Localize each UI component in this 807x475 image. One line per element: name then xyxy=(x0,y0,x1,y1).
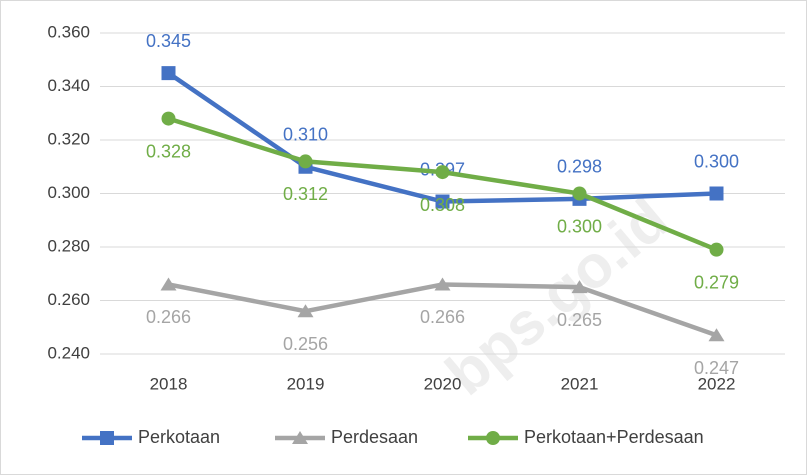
y-tick-label: 0.340 xyxy=(47,76,90,95)
x-tick-label: 2018 xyxy=(150,374,188,393)
data-point xyxy=(571,280,588,294)
data-point xyxy=(435,165,450,180)
data-label: 0.279 xyxy=(694,272,739,292)
y-tick-label: 0.260 xyxy=(47,290,90,309)
data-point xyxy=(298,154,313,169)
data-label: 0.312 xyxy=(283,184,328,204)
y-tick-label: 0.240 xyxy=(47,343,90,362)
x-tick-label: 2022 xyxy=(698,374,736,393)
data-point xyxy=(709,242,724,257)
data-label: 0.265 xyxy=(557,310,602,330)
y-tick-label: 0.280 xyxy=(47,236,90,255)
data-label: 0.298 xyxy=(557,157,602,177)
data-point xyxy=(160,277,177,291)
legend-label: Perdesaan xyxy=(331,427,418,447)
x-tick-label: 2019 xyxy=(287,374,325,393)
data-label: 0.310 xyxy=(283,125,328,145)
x-tick-label: 2020 xyxy=(424,374,462,393)
data-label: 0.328 xyxy=(146,141,191,161)
data-point xyxy=(572,186,587,201)
data-point xyxy=(434,277,451,291)
data-label: 0.300 xyxy=(557,216,602,236)
data-label: 0.247 xyxy=(694,358,739,378)
data-point xyxy=(708,328,725,342)
y-tick-label: 0.360 xyxy=(47,22,90,41)
legend-marker xyxy=(292,431,308,444)
legend-marker xyxy=(486,431,500,445)
data-point xyxy=(435,194,450,209)
data-point xyxy=(161,66,176,81)
legend-label: Perkotaan+Perdesaan xyxy=(524,427,704,447)
x-tick-label: 2021 xyxy=(561,374,599,393)
data-label: 0.308 xyxy=(420,195,465,215)
data-label: 0.266 xyxy=(420,307,465,327)
y-tick-label: 0.320 xyxy=(47,129,90,148)
y-tick-label: 0.300 xyxy=(47,183,90,202)
data-label: 0.266 xyxy=(146,307,191,327)
legend-marker xyxy=(100,431,114,445)
data-label: 0.345 xyxy=(146,31,191,51)
data-label: 0.300 xyxy=(694,151,739,171)
data-label: 0.256 xyxy=(283,334,328,354)
data-point xyxy=(161,111,176,126)
legend-label: Perkotaan xyxy=(138,427,220,447)
data-point xyxy=(297,304,314,318)
data-point xyxy=(709,186,724,201)
